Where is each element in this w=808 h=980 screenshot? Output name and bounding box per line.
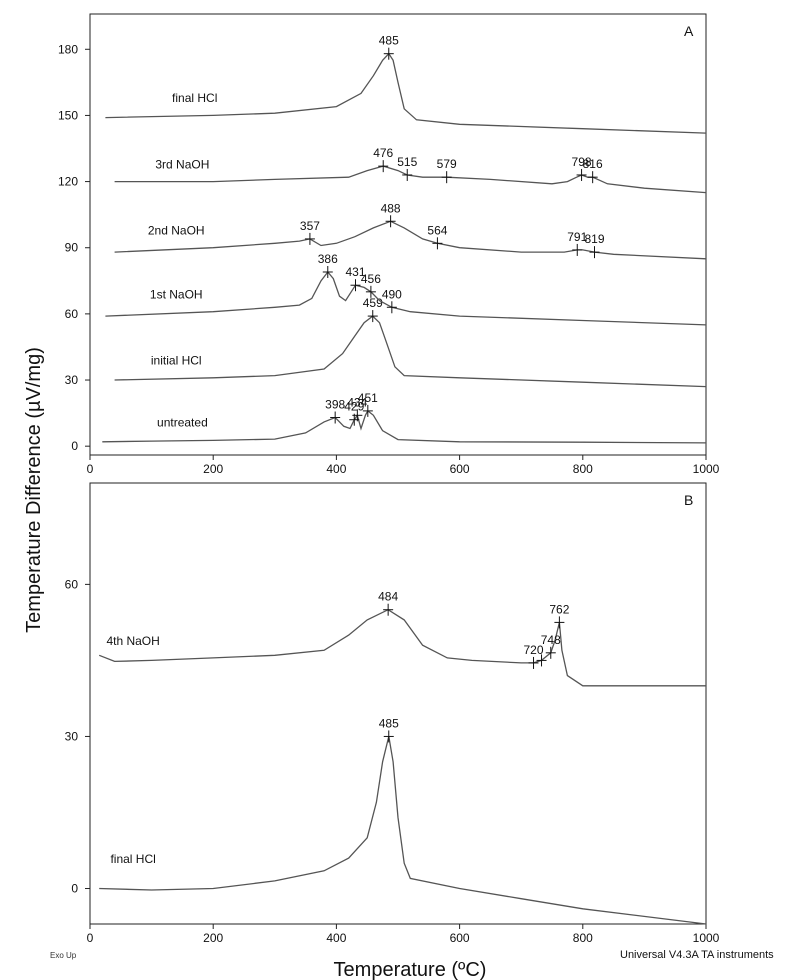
panel-b-series-4th-naoh-label: 4th NaOH (106, 634, 159, 648)
panel-b-series-4th-naoh-peak-label: 720 (524, 643, 544, 657)
panel-a-y-tick-label: 120 (58, 175, 78, 189)
panel-a-letter: A (684, 23, 694, 39)
panel-a-series-untreated-label: untreated (157, 415, 208, 429)
panel-a-series-2nd-naoh-label: 2nd NaOH (148, 224, 205, 238)
panel-a-series-2nd-naoh-peak-label: 488 (381, 201, 401, 215)
panel-b-y-tick-label: 30 (65, 729, 79, 743)
panel-a-y-tick-label: 180 (58, 42, 78, 56)
panel-a-series-3rd-naoh-peak-label: 816 (583, 157, 603, 171)
panel-a-y-tick-label: 30 (65, 373, 79, 387)
panel-a-series-2nd-naoh-peak-label: 564 (427, 223, 447, 237)
panel-a-series-1st-naoh-peak-label: 490 (382, 287, 402, 301)
panel-b-x-tick-label: 1000 (693, 931, 720, 945)
panel-a-series-untreated-peak-label: 429 (344, 400, 364, 414)
panel-a-series-initial-hcl-peak-label: 459 (363, 296, 383, 310)
panel-b-series-4th-naoh-peak-label: 748 (541, 633, 561, 647)
panel-a-series-final-hcl-peak-label: 485 (379, 34, 399, 48)
panel-b-series-final-hcl-label: final HCl (110, 852, 155, 866)
panel-a-series-1st-naoh-peak-label: 456 (361, 272, 381, 286)
y-axis-label: Temperature Difference (µV/mg) (23, 347, 45, 633)
panel-a-x-tick-label: 600 (450, 462, 470, 476)
panel-a-x-tick-label: 1000 (693, 462, 720, 476)
panel-a-y-tick-label: 90 (65, 241, 79, 255)
panel-b-x-tick-label: 600 (450, 931, 470, 945)
panel-b-series-4th-naoh-peak-label: 762 (549, 602, 569, 616)
panel-b-series-final-hcl-peak-label: 485 (379, 716, 399, 730)
panel-b-series-4th-naoh-line (98, 608, 706, 687)
x-axis-label: Temperature (ºC) (334, 959, 487, 980)
chart-panels: A0 200 400 600 800 10000306090120150180untrea… (58, 13, 720, 945)
panel-a-series-3rd-naoh-peak-label: 798 (572, 155, 592, 169)
panel-a-x-tick-label: 0 (87, 462, 94, 476)
panel-a-series-1st-naoh-peak-label: 386 (318, 252, 338, 266)
panel-b: B 0 200 400 600 800 1000 0 30 60 4th NaOH 484 720748… (65, 482, 720, 945)
panel-b-x-tick-label: 800 (573, 931, 593, 945)
panel-b-frame (89, 482, 707, 925)
panel-b-series-final-hcl-line (99, 736, 707, 925)
panel-a-x-tick-label: 400 (326, 462, 346, 476)
panel-a-frame (89, 13, 707, 456)
panel-a-y-tick-label: 150 (58, 108, 78, 122)
panel-a-y-tick-label: 0 (71, 439, 78, 453)
panel-a-series-1st-naoh-label: 1st NaOH (150, 287, 203, 301)
panel-b-x-tick-label: 0 (87, 931, 94, 945)
panel-a-series-initial-hcl-label: initial HCl (151, 354, 202, 368)
panel-b-letter: B (684, 492, 693, 508)
panel-a-series-untreated-peak-label: 451 (358, 391, 378, 405)
panel-b-y-tick-label: 60 (65, 577, 79, 591)
panel-a: A 0 200 400 600 800 1000 0 30 60 90 120 150 180 untrea… (58, 13, 720, 476)
panel-a-y-tick-label: 60 (65, 307, 79, 321)
panel-a-series-3rd-naoh-peak-label: 515 (397, 155, 417, 169)
panel-a-series-untreated-peak-label: 398 (325, 398, 345, 412)
panel-b-x-tick-label: 400 (326, 931, 346, 945)
panel-a-series-3rd-naoh-label: 3rd NaOH (155, 157, 209, 171)
panel-a-x-tick-label: 200 (203, 462, 223, 476)
panel-a-series-1st-naoh-peak-label: 431 (345, 265, 365, 279)
panel-a-series-initial-hcl-line (114, 315, 707, 388)
panel-a-series-final-hcl-label: final HCl (172, 91, 217, 105)
panel-b-y-tick-label: 0 (71, 882, 78, 896)
panel-a-series-untreated-line (102, 409, 707, 444)
panel-a-series-untreated-peak-label: 434 (347, 395, 367, 409)
instrument-footer: Universal V4.3A TA instruments (620, 949, 774, 961)
panel-a-series-2nd-naoh-peak-label: 819 (584, 232, 604, 246)
panel-a-series-2nd-naoh-peak-label: 791 (567, 230, 587, 244)
panel-b-series-4th-naoh-peak-label: 484 (378, 590, 398, 604)
panel-b-x-tick-label: 200 (203, 931, 223, 945)
panel-a-series-3rd-naoh-peak-label: 579 (437, 157, 457, 171)
panel-a-x-tick-label: 800 (573, 462, 593, 476)
exo-up-label: Exo Up (50, 951, 77, 960)
panel-a-series-3rd-naoh-peak-label: 476 (373, 146, 393, 160)
panel-a-series-1st-naoh-line (105, 270, 707, 326)
panel-a-series-2nd-naoh-peak-label: 357 (300, 219, 320, 233)
